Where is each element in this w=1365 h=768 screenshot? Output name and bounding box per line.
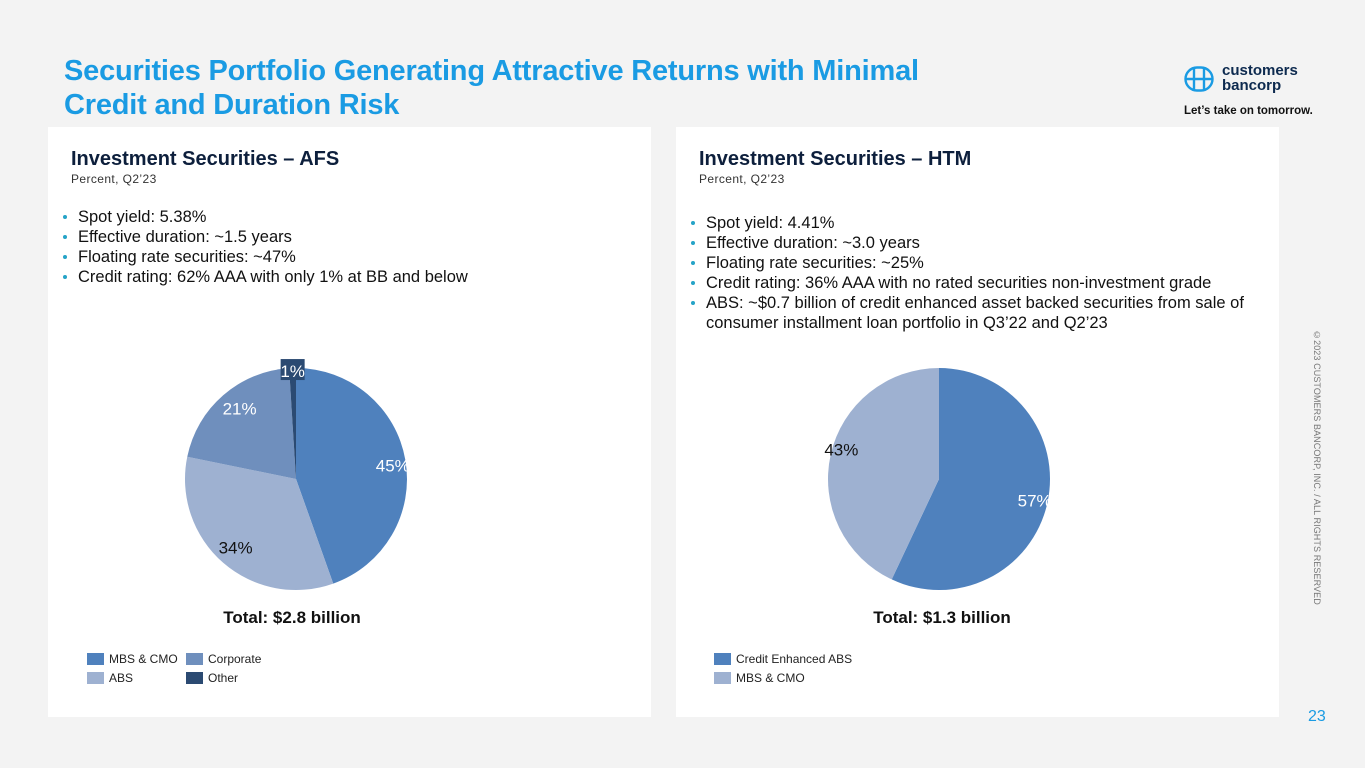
- page-number: 23: [1308, 708, 1326, 725]
- bullet-item: ABS: ~$0.7 billion of credit enhanced as…: [691, 293, 1271, 333]
- pie-slice-mbs-cmo: [296, 368, 407, 584]
- bullet-item: Spot yield: 4.41%: [691, 213, 1271, 233]
- afs-title: Investment Securities – AFS: [71, 148, 340, 170]
- legend-label: Corporate: [208, 652, 262, 666]
- data-label: 1%: [280, 362, 305, 381]
- afs-panel: Investment Securities – AFS Percent, Q2’…: [48, 127, 651, 717]
- bullet-text: Spot yield: 5.38%: [78, 208, 207, 226]
- bullet-text: Spot yield: 4.41%: [706, 214, 835, 232]
- htm-panel: Investment Securities – HTM Percent, Q2’…: [676, 127, 1279, 717]
- legend-swatch: [714, 653, 731, 665]
- afs-subtitle: Percent, Q2’23: [71, 172, 157, 186]
- afs-pie-chart: 45% 34% 21% 1%: [185, 359, 410, 590]
- bullet-dot-icon: [63, 215, 67, 219]
- afs-total: Total: $2.8 billion: [223, 608, 361, 627]
- htm-total: Total: $1.3 billion: [873, 608, 1011, 627]
- bullet-dot-icon: [691, 301, 695, 305]
- legend-item-mbs-cmo: MBS & CMO: [714, 671, 805, 685]
- logo-tagline: Let’s take on tomorrow.: [1184, 105, 1313, 117]
- htm-pie-chart: 57% 43%: [824, 368, 1052, 590]
- company-logo: customers bancorp Let’s take on tomorrow…: [1184, 62, 1334, 122]
- data-label: 57%: [1018, 491, 1052, 510]
- legend-swatch: [186, 653, 203, 665]
- legend-swatch: [87, 653, 104, 665]
- legend-swatch: [87, 672, 104, 684]
- legend-label: ABS: [109, 671, 134, 685]
- htm-title: Investment Securities – HTM: [699, 148, 972, 170]
- bullet-text: Credit rating: 36% AAA with no rated sec…: [706, 274, 1212, 292]
- bullet-dot-icon: [691, 241, 695, 245]
- legend-item-mbs-cmo: MBS & CMO: [87, 652, 178, 666]
- bullet-item: Effective duration: ~3.0 years: [691, 233, 1271, 253]
- slide-title-line-1: Securities Portfolio Generating Attracti…: [64, 55, 919, 87]
- pie-slice-credit-enhanced-abs: [891, 368, 1050, 590]
- bullet-item: Effective duration: ~1.5 years: [63, 227, 623, 247]
- bullet-dot-icon: [63, 235, 67, 239]
- bullet-text: ABS: ~$0.7 billion of credit enhanced as…: [706, 294, 1244, 332]
- logo-name-line-2: bancorp: [1222, 77, 1282, 94]
- legend-item-abs: ABS: [87, 671, 133, 685]
- legend-item-credit-enhanced-abs: Credit Enhanced ABS: [714, 652, 852, 666]
- bullet-dot-icon: [63, 255, 67, 259]
- copyright-notice: ©2023 CUSTOMERS BANCORP, INC. / ALL RIGH…: [1312, 330, 1322, 605]
- bullet-item: Floating rate securities: ~25%: [691, 253, 1271, 273]
- htm-bullet-list: Spot yield: 4.41% Effective duration: ~3…: [691, 213, 1271, 333]
- legend-label: MBS & CMO: [109, 652, 178, 666]
- bullet-text: Effective duration: ~3.0 years: [706, 234, 920, 252]
- bullet-dot-icon: [691, 221, 695, 225]
- logo-name-line-1: customers: [1222, 62, 1298, 79]
- bullet-text: Credit rating: 62% AAA with only 1% at B…: [78, 268, 468, 286]
- bullet-item: Floating rate securities: ~47%: [63, 247, 623, 267]
- pie-slice-mbs-cmo: [828, 368, 939, 580]
- legend-label: MBS & CMO: [736, 671, 805, 685]
- legend-label: Other: [208, 671, 239, 685]
- afs-bullet-list: Spot yield: 5.38% Effective duration: ~1…: [63, 207, 623, 287]
- pie-slice-corporate: [187, 368, 296, 479]
- data-label: 21%: [223, 400, 257, 419]
- bullet-text: Floating rate securities: ~47%: [78, 248, 296, 266]
- bullet-text: Effective duration: ~1.5 years: [78, 228, 292, 246]
- bancorp-logo-icon: [1184, 66, 1214, 92]
- pie-slice-other: [289, 368, 296, 479]
- slide-title-line-2: Credit and Duration Risk: [64, 89, 400, 121]
- htm-subtitle: Percent, Q2’23: [699, 172, 785, 186]
- pie-slice-abs: [185, 456, 334, 590]
- bullet-item: Credit rating: 36% AAA with no rated sec…: [691, 273, 1271, 293]
- legend-label: Credit Enhanced ABS: [736, 652, 853, 666]
- logo-wordmark: customers bancorp: [1222, 63, 1298, 93]
- bullet-dot-icon: [63, 275, 67, 279]
- data-label: 34%: [219, 538, 253, 557]
- data-label: 45%: [376, 456, 410, 475]
- legend-item-corporate: Corporate: [186, 652, 261, 666]
- data-label-background: [280, 359, 305, 381]
- slide-title: Securities Portfolio Generating Attracti…: [64, 54, 984, 122]
- legend-item-other: Other: [186, 671, 238, 685]
- bullet-item: Credit rating: 62% AAA with only 1% at B…: [63, 267, 623, 287]
- legend-swatch: [714, 672, 731, 684]
- legend-swatch: [186, 672, 203, 684]
- bullet-dot-icon: [691, 261, 695, 265]
- bullet-text: Floating rate securities: ~25%: [706, 254, 924, 272]
- data-label: 43%: [824, 441, 858, 460]
- bullet-dot-icon: [691, 281, 695, 285]
- bullet-item: Spot yield: 5.38%: [63, 207, 623, 227]
